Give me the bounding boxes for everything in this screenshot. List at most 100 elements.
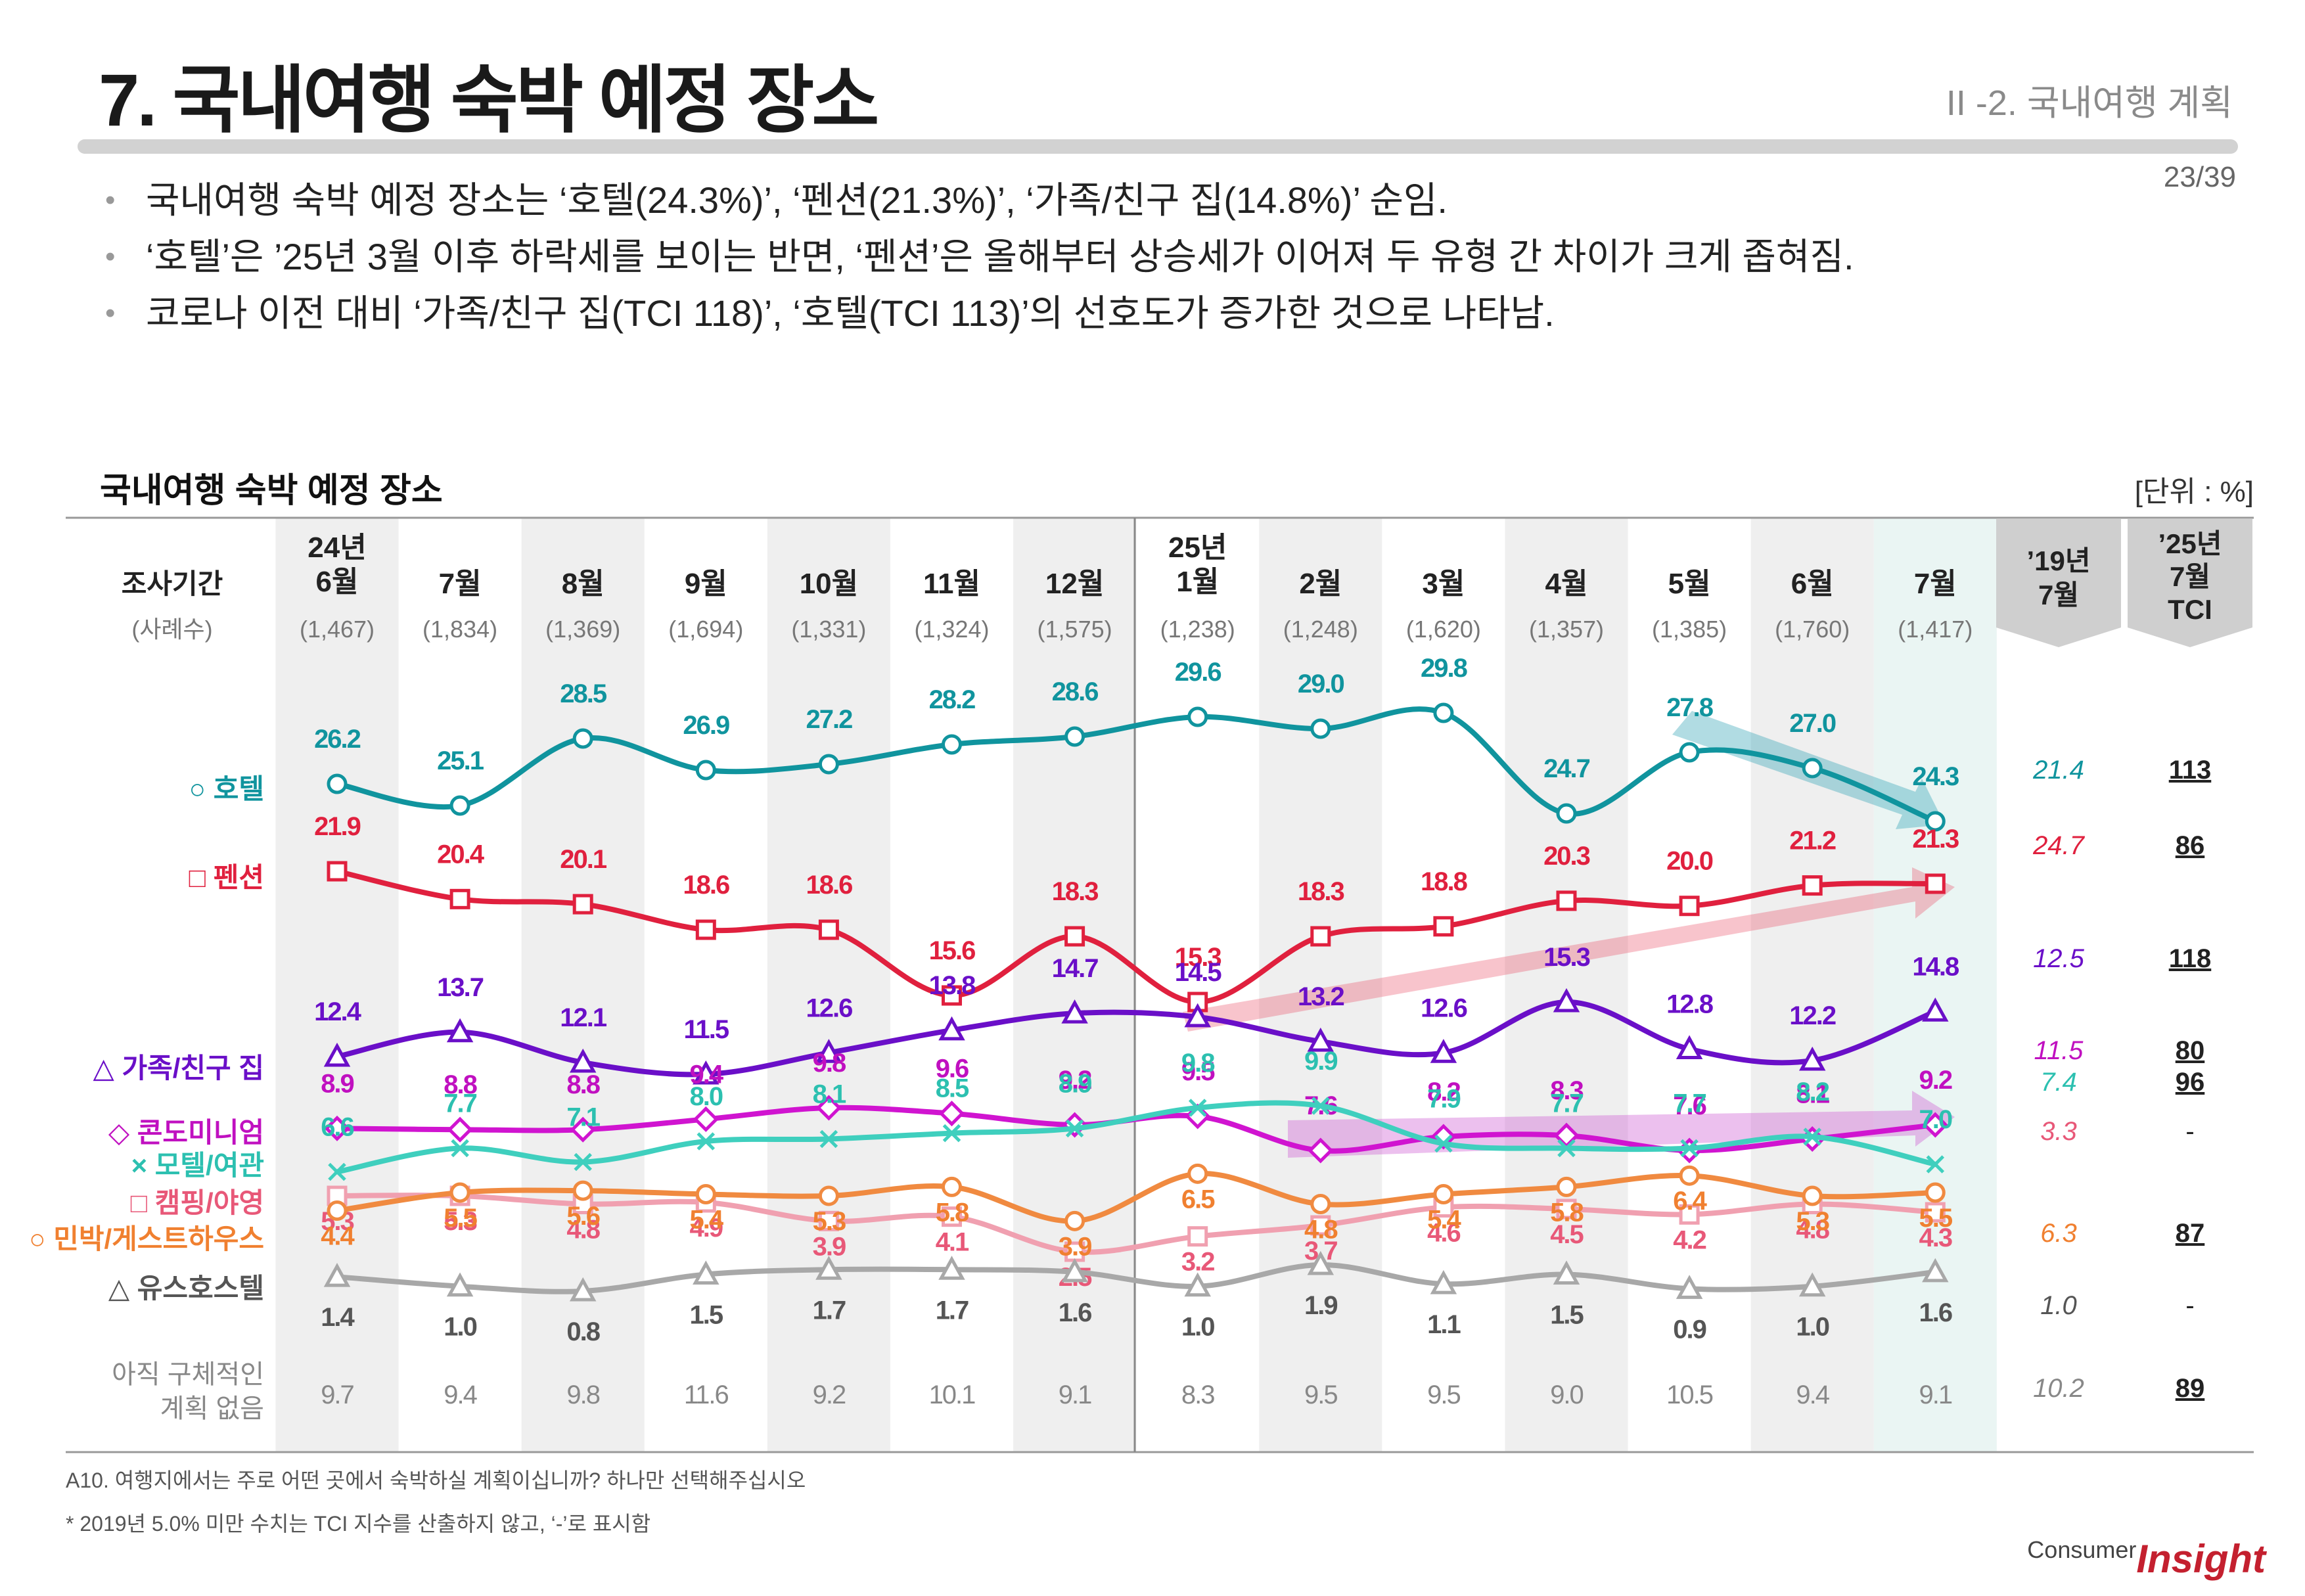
data-point bbox=[1433, 702, 1454, 723]
series-name: □ 캠핑/야영 bbox=[131, 1187, 264, 1218]
sample-size: (1,369) bbox=[545, 616, 620, 643]
data-point bbox=[938, 1101, 965, 1127]
data-label: 11.6 bbox=[684, 1380, 729, 1409]
series-name: □ 펜션 bbox=[189, 862, 264, 893]
tci-header: 7월 bbox=[2170, 561, 2210, 592]
bullet-item: 코로나 이전 대비 ‘가족/친구 집(TCI 118)’, ‘호텔(TCI 11… bbox=[105, 285, 1854, 342]
column-band bbox=[1259, 518, 1382, 1452]
period-label: 24년 bbox=[308, 532, 366, 564]
data-label: 4.2 bbox=[1673, 1225, 1706, 1254]
data-point bbox=[570, 1116, 596, 1143]
data-label: 1.1 bbox=[1427, 1310, 1461, 1339]
data-label: 29.6 bbox=[1175, 658, 1221, 687]
data-point bbox=[1556, 803, 1577, 824]
data-point bbox=[1065, 1119, 1084, 1138]
data-label: 1.7 bbox=[936, 1296, 969, 1325]
sample-size: (1,331) bbox=[791, 616, 866, 643]
series-name: × 모텔/여관 bbox=[131, 1150, 264, 1181]
column-band bbox=[767, 518, 890, 1452]
data-label: 5.5 bbox=[444, 1204, 477, 1233]
sample-header: (사례수) bbox=[131, 616, 212, 643]
data-point bbox=[1064, 926, 1085, 947]
data-label: 4.1 bbox=[936, 1228, 969, 1257]
data-point bbox=[1676, 1275, 1703, 1299]
data-label: 8.8 bbox=[566, 1070, 600, 1099]
sample-size: (1,357) bbox=[1529, 616, 1604, 643]
data-label: 15.3 bbox=[1175, 943, 1221, 972]
tci-value: 89 bbox=[2176, 1374, 2205, 1403]
data-label: 1.9 bbox=[1304, 1291, 1337, 1320]
data-point bbox=[1433, 916, 1454, 937]
data-point bbox=[1679, 1204, 1700, 1225]
data-label: 4.6 bbox=[1427, 1219, 1460, 1248]
data-label: 9.2 bbox=[1059, 1066, 1091, 1095]
data-label: 28.5 bbox=[560, 679, 607, 708]
data-point bbox=[449, 795, 470, 816]
period-label: 5월 bbox=[1668, 568, 1711, 600]
data-label: 6.4 bbox=[1673, 1187, 1707, 1216]
ref-2019-header: ’19년 bbox=[2026, 545, 2090, 576]
data-point bbox=[1553, 988, 1580, 1013]
data-point bbox=[323, 1042, 351, 1067]
sample-size: (1,694) bbox=[668, 616, 743, 643]
data-point bbox=[1187, 1226, 1208, 1247]
period-label: 8월 bbox=[562, 568, 605, 600]
data-label: 12.8 bbox=[1666, 990, 1714, 1019]
data-point bbox=[324, 1115, 350, 1141]
data-label: 18.6 bbox=[683, 871, 729, 900]
logo-prefix: Consumer bbox=[2027, 1536, 2137, 1563]
ref-2019-value: 21.4 bbox=[2032, 756, 2084, 785]
series-name: ○ 민박/게스트하우스 bbox=[29, 1223, 264, 1254]
data-label: 26.9 bbox=[683, 711, 729, 740]
data-point bbox=[942, 1124, 961, 1143]
ref-2019-value: 7.4 bbox=[2040, 1068, 2077, 1097]
data-point bbox=[1925, 811, 1946, 832]
data-label: 8.3 bbox=[1181, 1380, 1214, 1409]
ref-2019-value: 11.5 bbox=[2034, 1036, 2084, 1065]
data-label: 9.4 bbox=[444, 1380, 477, 1409]
data-point bbox=[818, 919, 839, 940]
pension-trend-arrow bbox=[1183, 867, 1955, 1032]
data-label: 1.4 bbox=[321, 1303, 355, 1332]
column-band bbox=[1750, 518, 1874, 1452]
column-band bbox=[1505, 518, 1628, 1452]
condo-trend-arrow bbox=[1288, 1091, 1955, 1158]
data-label: 20.0 bbox=[1666, 847, 1713, 876]
data-label: 12.4 bbox=[314, 997, 362, 1026]
data-label: 5.6 bbox=[566, 1202, 599, 1231]
data-point bbox=[815, 1095, 842, 1121]
data-label: 8.8 bbox=[444, 1070, 477, 1099]
data-label: 6.5 bbox=[1181, 1185, 1215, 1214]
data-label: 5.8 bbox=[936, 1198, 969, 1227]
data-point bbox=[942, 1206, 962, 1227]
data-point bbox=[1064, 1210, 1085, 1231]
ref-2019-value: 1.0 bbox=[2040, 1291, 2077, 1320]
data-label: 3.2 bbox=[1181, 1248, 1214, 1277]
sample-size: (1,575) bbox=[1038, 616, 1112, 643]
data-point bbox=[572, 728, 593, 749]
data-label: 8.9 bbox=[1059, 1069, 1091, 1098]
data-label: 9.8 bbox=[1181, 1049, 1215, 1078]
column-band bbox=[1873, 518, 1997, 1452]
data-label: 15.3 bbox=[1543, 943, 1590, 972]
data-point bbox=[1556, 890, 1577, 911]
ref-2019-value: 10.2 bbox=[2033, 1374, 2084, 1403]
data-point bbox=[818, 754, 839, 775]
data-point bbox=[695, 760, 716, 781]
data-label: 14.5 bbox=[1175, 958, 1222, 987]
sample-size: (1,467) bbox=[300, 616, 375, 643]
page-number: 23/39 bbox=[2163, 161, 2236, 193]
data-point bbox=[1802, 758, 1823, 779]
column-band bbox=[275, 518, 399, 1452]
data-label: 7.9 bbox=[1427, 1085, 1460, 1114]
data-label: 4.4 bbox=[321, 1222, 355, 1251]
data-point bbox=[1310, 926, 1331, 947]
data-label: 4.9 bbox=[689, 1214, 722, 1243]
sample-size: (1,248) bbox=[1283, 616, 1358, 643]
data-point bbox=[1798, 1046, 1826, 1071]
period-label: 11월 bbox=[923, 568, 980, 600]
data-label: 27.0 bbox=[1789, 709, 1836, 738]
data-label: 12.6 bbox=[806, 993, 852, 1022]
ref-2019-value: 3.3 bbox=[2040, 1117, 2077, 1146]
data-label: 8.3 bbox=[1550, 1076, 1583, 1105]
